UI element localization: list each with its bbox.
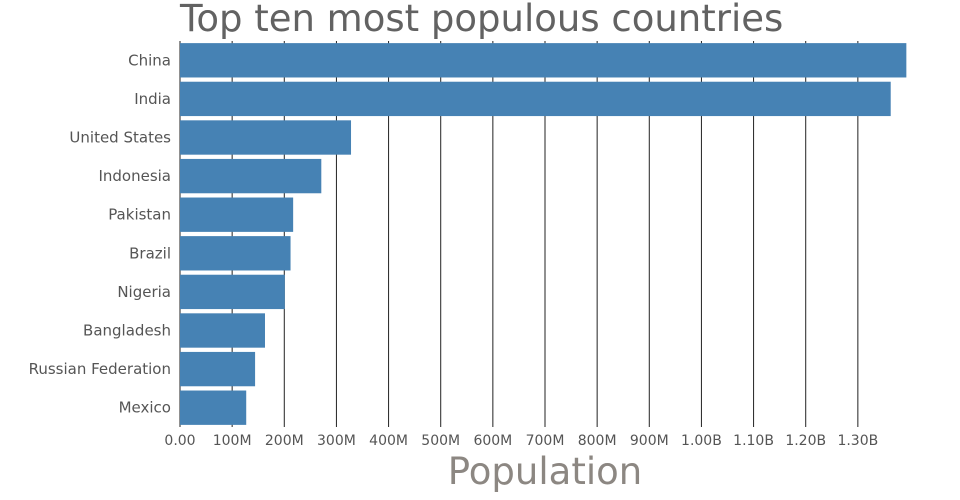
category-label: Bangladesh — [83, 322, 171, 340]
category-label: Indonesia — [98, 167, 171, 185]
bar — [180, 81, 891, 117]
category-label: India — [134, 90, 171, 108]
bar — [180, 313, 265, 348]
x-tick-label: 700M — [526, 433, 565, 449]
x-tick-label: 100M — [213, 433, 252, 449]
bar — [180, 274, 285, 310]
category-label: Brazil — [129, 244, 171, 262]
category-label: Pakistan — [108, 206, 171, 224]
x-tick-label: 1.00B — [681, 433, 722, 449]
category-label: Russian Federation — [29, 360, 171, 378]
x-tick-label: 900M — [630, 433, 669, 449]
bar — [180, 351, 256, 387]
x-tick-label: 300M — [317, 433, 356, 449]
category-labels: China India United States Indonesia Pakistan… — [29, 51, 172, 416]
category-label: Nigeria — [117, 283, 171, 301]
bar — [180, 390, 247, 425]
x-tick-label: 0.00 — [164, 433, 195, 449]
category-label: China — [128, 51, 171, 69]
bar — [180, 197, 294, 232]
x-tick-label: 1.10B — [733, 433, 774, 449]
x-tick-labels: 0.00 100M 200M 300M 400M 500M 600M 700M 800M 900M… — [164, 433, 878, 449]
x-tick-label: 400M — [369, 433, 408, 449]
category-label: Mexico — [119, 399, 171, 417]
x-tick-label: 1.30B — [837, 433, 878, 449]
bar — [180, 43, 907, 78]
bar — [180, 158, 322, 194]
x-tick-label: 500M — [421, 433, 460, 449]
x-tick-label: 200M — [265, 433, 304, 449]
x-axis-label: Population — [448, 450, 642, 493]
x-tick-label: 1.20B — [785, 433, 826, 449]
chart-title: Top ten most populous countries — [179, 0, 783, 40]
category-label: United States — [69, 129, 171, 147]
bar — [180, 236, 291, 271]
x-tick-label: 600M — [473, 433, 512, 449]
x-tick-label: 800M — [578, 433, 617, 449]
bar — [180, 120, 352, 155]
bars — [180, 43, 907, 425]
